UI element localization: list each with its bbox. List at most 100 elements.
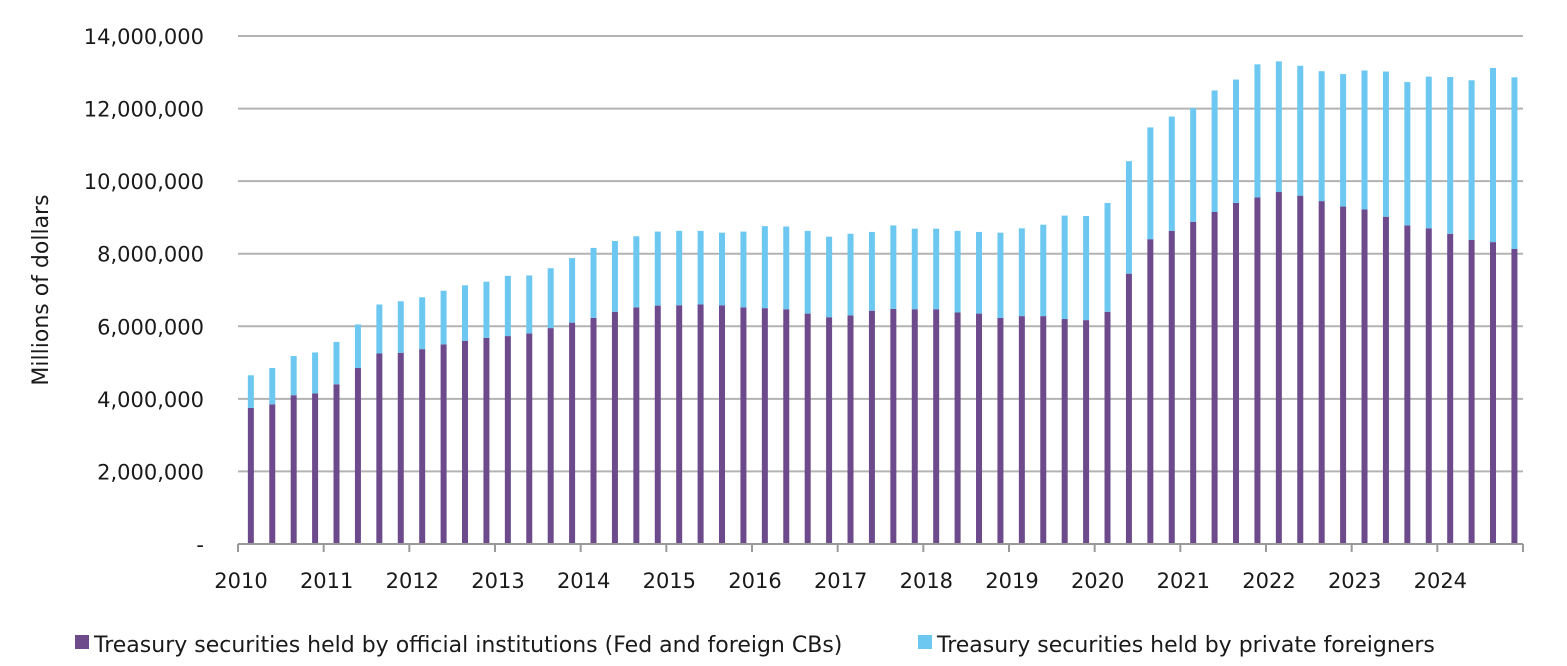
bar-private xyxy=(954,230,961,313)
bar-private xyxy=(1297,65,1304,196)
bar-official xyxy=(847,315,854,544)
bar-private xyxy=(312,352,319,394)
bar-official xyxy=(633,307,640,544)
x-tick-label: 2019 xyxy=(985,569,1038,593)
bar-private xyxy=(333,341,340,385)
bar-official xyxy=(911,309,918,544)
bar-official xyxy=(1340,206,1347,545)
bar-official xyxy=(1254,197,1261,544)
y-tick-label: 6,000,000 xyxy=(97,315,204,339)
bar-official xyxy=(740,307,747,544)
bar-official xyxy=(1190,221,1197,545)
bar-official xyxy=(611,311,618,544)
legend-swatch-private xyxy=(918,635,932,649)
bar-private xyxy=(526,275,533,334)
bar-official xyxy=(247,407,254,544)
bar-official xyxy=(761,308,768,544)
bar-private xyxy=(1425,76,1432,229)
bar-private xyxy=(1511,77,1518,249)
bar-private xyxy=(761,226,768,309)
bar-private xyxy=(247,375,254,408)
bar-official xyxy=(1233,202,1240,544)
bar-private xyxy=(483,281,490,338)
bar-official xyxy=(1382,216,1389,544)
y-tick-label: 10,000,000 xyxy=(84,170,204,194)
bar-private xyxy=(1382,71,1389,217)
bar-official xyxy=(1083,320,1090,544)
bar-private xyxy=(1233,79,1240,203)
bar-official xyxy=(269,404,276,544)
bar-official xyxy=(1147,239,1154,544)
y-axis-title: Millions of dollars xyxy=(29,194,54,385)
bars xyxy=(247,61,1518,545)
bar-private xyxy=(1018,228,1025,317)
bar-official xyxy=(590,317,597,544)
bar-official xyxy=(1040,316,1047,544)
x-tick-label: 2018 xyxy=(900,569,953,593)
bar-official xyxy=(1104,311,1111,544)
bar-private xyxy=(1083,215,1090,321)
legend: Treasury securities held by official ins… xyxy=(75,633,1435,658)
bar-private xyxy=(740,231,747,308)
bar-private xyxy=(376,304,383,354)
bar-private xyxy=(719,232,726,306)
y-tick-label: 14,000,000 xyxy=(84,25,204,49)
bar-official xyxy=(1511,248,1518,545)
bar-official xyxy=(1490,242,1497,545)
bar-private xyxy=(654,231,661,306)
bar-official xyxy=(954,312,961,544)
bar-official xyxy=(569,322,576,544)
bar-official xyxy=(804,313,811,544)
bar-official xyxy=(1318,201,1325,544)
bar-official xyxy=(1018,316,1025,544)
x-tick-label: 2016 xyxy=(728,569,781,593)
bar-private xyxy=(633,236,640,308)
bar-official xyxy=(1061,319,1068,544)
bar-private xyxy=(269,368,276,405)
bar-official xyxy=(333,384,340,544)
bar-private xyxy=(504,275,511,337)
bar-official xyxy=(654,305,661,544)
bar-official xyxy=(419,349,426,544)
bar-official xyxy=(676,305,683,544)
legend-label-official: Treasury securities held by official ins… xyxy=(93,633,842,658)
bar-private xyxy=(697,230,704,305)
bar-private xyxy=(419,297,426,350)
bar-private xyxy=(1447,77,1454,234)
bar-private xyxy=(847,233,854,316)
bar-official xyxy=(376,353,383,544)
bar-official xyxy=(290,395,297,544)
bar-official xyxy=(826,317,833,544)
bar-private xyxy=(1361,70,1368,210)
bar-private xyxy=(997,232,1004,318)
bar-official xyxy=(462,340,469,544)
x-tick-label: 2011 xyxy=(300,569,353,593)
bar-official xyxy=(397,352,404,544)
bar-official xyxy=(354,368,361,544)
bar-official xyxy=(933,309,940,544)
bar-private xyxy=(1147,127,1154,240)
bar-official xyxy=(526,333,533,544)
bar-private xyxy=(290,356,297,396)
bar-private xyxy=(590,247,597,318)
x-tick-label: 2024 xyxy=(1414,569,1467,593)
bar-official xyxy=(483,337,490,544)
x-tick-label: 2023 xyxy=(1328,569,1381,593)
bar-private xyxy=(1168,116,1175,231)
bar-official xyxy=(440,344,447,544)
x-tick-label: 2012 xyxy=(386,569,439,593)
bar-private xyxy=(1040,224,1047,317)
x-tick-label: 2021 xyxy=(1157,569,1210,593)
bar-private xyxy=(569,258,576,323)
bar-private xyxy=(354,324,361,369)
bar-private xyxy=(1061,215,1068,320)
bar-official xyxy=(1125,273,1132,544)
x-tick-label: 2010 xyxy=(214,569,267,593)
y-tick-label: 12,000,000 xyxy=(84,98,204,122)
bar-private xyxy=(1340,74,1347,207)
bar-official xyxy=(868,310,875,544)
bar-official xyxy=(1404,225,1411,544)
bar-official xyxy=(1425,228,1432,545)
